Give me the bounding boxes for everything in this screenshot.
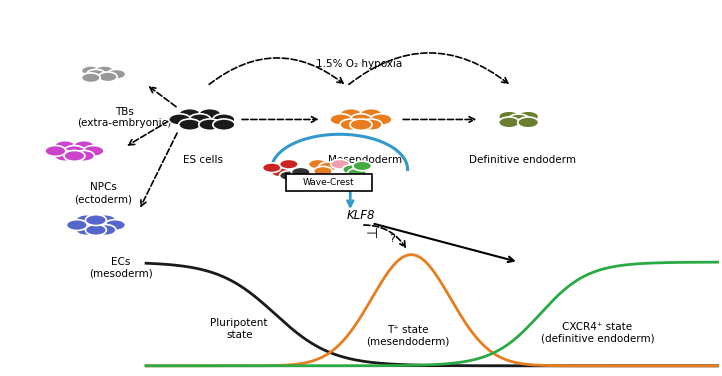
- Circle shape: [95, 224, 116, 235]
- Circle shape: [199, 109, 221, 120]
- Text: KLF8: KLF8: [347, 209, 375, 222]
- Circle shape: [64, 146, 85, 156]
- Text: ECs
(mesoderm): ECs (mesoderm): [89, 256, 153, 278]
- Circle shape: [518, 117, 539, 128]
- Text: Pluripotent
state: Pluripotent state: [210, 318, 268, 340]
- Circle shape: [262, 163, 281, 173]
- Text: ES cells: ES cells: [183, 155, 223, 165]
- Circle shape: [499, 111, 520, 122]
- Text: Mesendoderm: Mesendoderm: [328, 155, 401, 165]
- Circle shape: [518, 111, 539, 122]
- Circle shape: [313, 167, 332, 176]
- Circle shape: [85, 224, 106, 235]
- Circle shape: [82, 73, 100, 83]
- Circle shape: [279, 159, 298, 169]
- Circle shape: [499, 117, 520, 128]
- Text: ⊣: ⊣: [365, 227, 378, 241]
- Circle shape: [342, 165, 361, 174]
- Circle shape: [508, 114, 529, 125]
- Text: ?: ?: [389, 234, 395, 244]
- Circle shape: [350, 119, 372, 130]
- Circle shape: [350, 114, 372, 125]
- Circle shape: [318, 162, 337, 172]
- Circle shape: [66, 220, 87, 230]
- Text: TBs
(extra-embryonic): TBs (extra-embryonic): [77, 106, 172, 128]
- Circle shape: [213, 119, 235, 130]
- Circle shape: [98, 72, 117, 82]
- Circle shape: [74, 150, 95, 161]
- Circle shape: [95, 215, 116, 226]
- Circle shape: [279, 171, 298, 180]
- Circle shape: [370, 114, 392, 125]
- Circle shape: [105, 220, 126, 230]
- Circle shape: [74, 141, 95, 152]
- Circle shape: [213, 114, 235, 125]
- Text: T⁺ state
(mesendoderm): T⁺ state (mesendoderm): [366, 325, 449, 347]
- Circle shape: [76, 215, 97, 226]
- Text: Definitive endoderm: Definitive endoderm: [469, 155, 575, 165]
- Text: Wave-Crest: Wave-Crest: [303, 177, 355, 186]
- Circle shape: [76, 224, 97, 235]
- Text: NPCs
(ectoderm): NPCs (ectoderm): [74, 182, 132, 204]
- Circle shape: [64, 150, 85, 161]
- Circle shape: [82, 66, 100, 76]
- Circle shape: [331, 159, 349, 169]
- Circle shape: [340, 109, 362, 120]
- Circle shape: [308, 159, 327, 169]
- Circle shape: [179, 119, 201, 130]
- Circle shape: [85, 220, 106, 230]
- Circle shape: [54, 150, 75, 161]
- Text: CXCR4⁺ state
(definitive endoderm): CXCR4⁺ state (definitive endoderm): [541, 322, 654, 343]
- Circle shape: [169, 114, 191, 125]
- FancyBboxPatch shape: [286, 174, 372, 191]
- Circle shape: [199, 119, 221, 130]
- Circle shape: [360, 119, 382, 130]
- Circle shape: [340, 119, 362, 130]
- Circle shape: [85, 215, 106, 226]
- Text: 1.5% O₂ hypoxia: 1.5% O₂ hypoxia: [316, 59, 402, 69]
- Circle shape: [330, 114, 352, 125]
- Circle shape: [179, 109, 201, 120]
- Circle shape: [87, 70, 105, 79]
- Circle shape: [188, 114, 211, 125]
- Circle shape: [54, 141, 75, 152]
- Circle shape: [95, 66, 114, 76]
- Circle shape: [45, 146, 66, 156]
- Circle shape: [353, 161, 372, 171]
- Circle shape: [348, 168, 367, 178]
- Circle shape: [271, 167, 290, 177]
- Circle shape: [107, 70, 126, 79]
- Circle shape: [360, 109, 382, 120]
- Circle shape: [292, 167, 310, 177]
- Circle shape: [83, 146, 104, 156]
